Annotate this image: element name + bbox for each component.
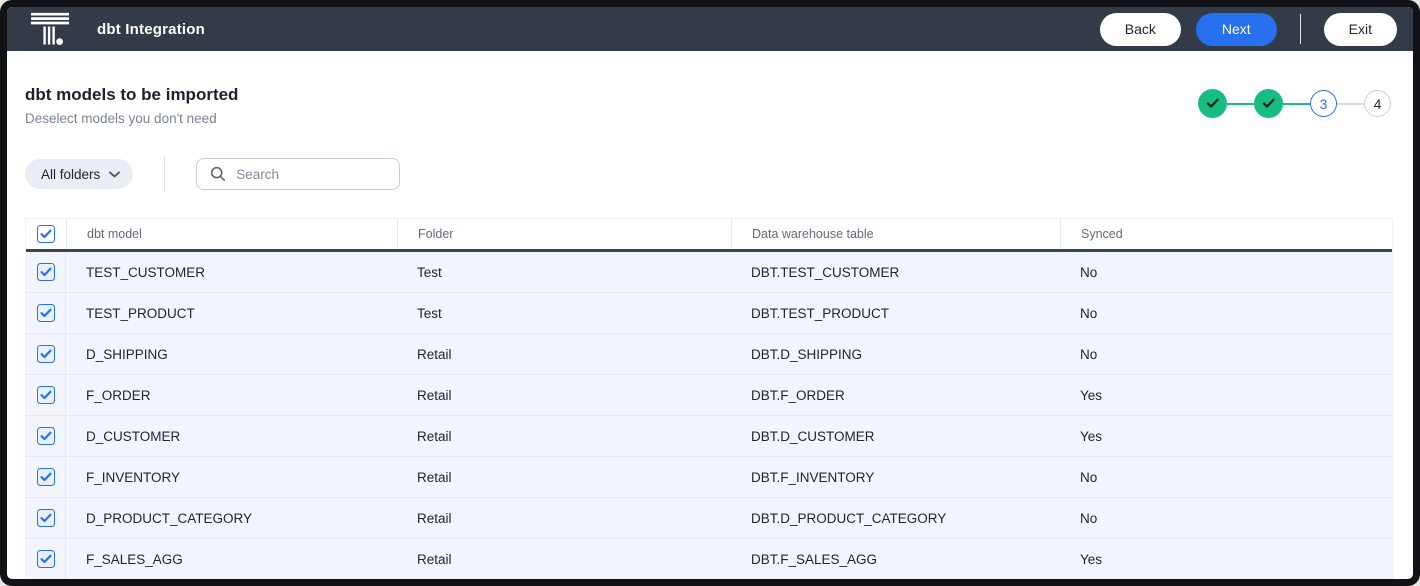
step-4-upcoming: 4 <box>1364 90 1391 117</box>
cell-dbt-model: F_SALES_AGG <box>86 551 183 567</box>
cell-warehouse-table: DBT.TEST_CUSTOMER <box>751 264 900 280</box>
row-checkbox-cell <box>26 293 66 333</box>
toolbar-divider <box>1299 14 1301 44</box>
cell-folder: Test <box>417 264 442 280</box>
cell-synced: No <box>1080 264 1098 280</box>
table-row: TEST_CUSTOMER Test DBT.TEST_CUSTOMER No <box>26 252 1392 293</box>
stepper: 3 4 <box>1198 89 1391 118</box>
cell-dbt-model: F_ORDER <box>86 387 151 403</box>
column-header-dbt-model: dbt model <box>66 219 397 249</box>
row-checkbox-cell <box>26 457 66 497</box>
row-checkbox[interactable] <box>36 304 55 322</box>
row-checkbox-cell <box>26 416 66 456</box>
search-input[interactable] <box>236 166 390 182</box>
table-row: F_SALES_AGG Retail DBT.F_SALES_AGG Yes <box>26 539 1392 579</box>
table-row: F_ORDER Retail DBT.F_ORDER Yes <box>26 375 1392 416</box>
cell-folder: Retail <box>417 469 452 485</box>
cell-folder: Retail <box>417 551 452 567</box>
page-title: dbt models to be imported <box>25 85 239 104</box>
row-checkbox[interactable] <box>36 263 55 281</box>
step-connector <box>1227 102 1254 105</box>
cell-synced: No <box>1080 346 1098 362</box>
search-icon <box>211 166 226 181</box>
cell-synced: No <box>1080 510 1098 526</box>
step-1-completed[interactable] <box>1198 89 1227 118</box>
main-content: dbt models to be imported Deselect model… <box>7 51 1413 579</box>
table-row: D_CUSTOMER Retail DBT.D_CUSTOMER Yes <box>26 416 1392 457</box>
thoughtspot-logo-icon <box>30 12 70 46</box>
page-head: dbt models to be imported Deselect model… <box>25 85 1393 126</box>
cell-folder: Test <box>417 305 442 321</box>
filter-divider <box>164 156 166 192</box>
cell-dbt-model: D_PRODUCT_CATEGORY <box>86 510 253 526</box>
cell-synced: Yes <box>1080 387 1103 403</box>
cell-dbt-model: F_INVENTORY <box>86 469 181 485</box>
select-all-cell <box>26 219 66 249</box>
step-connector <box>1337 102 1364 105</box>
step-3-active[interactable]: 3 <box>1310 90 1337 117</box>
table-header-row: dbt model Folder Data warehouse table Sy… <box>26 218 1392 252</box>
row-checkbox[interactable] <box>36 427 55 445</box>
cell-synced: No <box>1080 305 1098 321</box>
table-row: D_SHIPPING Retail DBT.D_SHIPPING No <box>26 334 1392 375</box>
cell-synced: No <box>1080 469 1098 485</box>
cell-folder: Retail <box>417 428 452 444</box>
exit-button[interactable]: Exit <box>1323 12 1397 46</box>
row-checkbox[interactable] <box>36 550 55 568</box>
cell-dbt-model: D_CUSTOMER <box>86 428 181 444</box>
back-button[interactable]: Back <box>1099 12 1181 46</box>
row-checkbox-cell <box>26 539 66 579</box>
app-title: dbt Integration <box>97 20 205 38</box>
cell-folder: Retail <box>417 387 452 403</box>
cell-warehouse-table: DBT.D_CUSTOMER <box>751 428 875 444</box>
row-checkbox-cell <box>26 252 66 292</box>
table-row: F_INVENTORY Retail DBT.F_INVENTORY No <box>26 457 1392 498</box>
cell-warehouse-table: DBT.TEST_PRODUCT <box>751 305 890 321</box>
step-connector <box>1283 102 1310 105</box>
cell-warehouse-table: DBT.F_INVENTORY <box>751 469 875 485</box>
chevron-down-icon <box>109 171 121 177</box>
filter-bar: All folders <box>25 156 1393 192</box>
page-subtitle: Deselect models you don't need <box>25 111 217 126</box>
folder-filter-dropdown[interactable]: All folders <box>25 159 134 189</box>
topbar-actions: Back Next Exit <box>1099 12 1397 46</box>
cell-dbt-model: TEST_PRODUCT <box>86 305 195 321</box>
row-checkbox-cell <box>26 334 66 374</box>
models-table: dbt model Folder Data warehouse table Sy… <box>25 218 1393 579</box>
cell-warehouse-table: DBT.D_PRODUCT_CATEGORY <box>751 510 947 526</box>
select-all-checkbox[interactable] <box>37 225 55 243</box>
cell-dbt-model: D_SHIPPING <box>86 346 168 362</box>
cell-synced: Yes <box>1080 428 1103 444</box>
row-checkbox[interactable] <box>36 345 55 363</box>
top-bar: dbt Integration Back Next Exit <box>7 7 1413 51</box>
cell-folder: Retail <box>417 346 452 362</box>
check-icon <box>1262 98 1275 108</box>
cell-synced: Yes <box>1080 551 1103 567</box>
next-button[interactable]: Next <box>1195 12 1277 46</box>
folder-filter-label: All folders <box>41 166 101 182</box>
page-head-text: dbt models to be imported Deselect model… <box>25 85 238 126</box>
row-checkbox-cell <box>26 375 66 415</box>
cell-warehouse-table: DBT.D_SHIPPING <box>751 346 863 362</box>
row-checkbox[interactable] <box>36 386 55 404</box>
column-header-warehouse-table: Data warehouse table <box>731 219 1060 249</box>
cell-warehouse-table: DBT.F_ORDER <box>751 387 845 403</box>
dbt-integration-app: dbt Integration Back Next Exit dbt model… <box>7 7 1413 579</box>
cell-warehouse-table: DBT.F_SALES_AGG <box>751 551 878 567</box>
step-2-completed[interactable] <box>1254 89 1283 118</box>
row-checkbox[interactable] <box>36 509 55 527</box>
column-header-synced: Synced <box>1060 219 1392 249</box>
cell-folder: Retail <box>417 510 452 526</box>
table-row: TEST_PRODUCT Test DBT.TEST_PRODUCT No <box>26 293 1392 334</box>
search-box <box>196 158 401 190</box>
column-header-folder: Folder <box>397 219 731 249</box>
row-checkbox-cell <box>26 498 66 538</box>
cell-dbt-model: TEST_CUSTOMER <box>86 264 206 280</box>
check-icon <box>1206 98 1219 108</box>
table-row: D_PRODUCT_CATEGORY Retail DBT.D_PRODUCT_… <box>26 498 1392 539</box>
row-checkbox[interactable] <box>36 468 55 486</box>
